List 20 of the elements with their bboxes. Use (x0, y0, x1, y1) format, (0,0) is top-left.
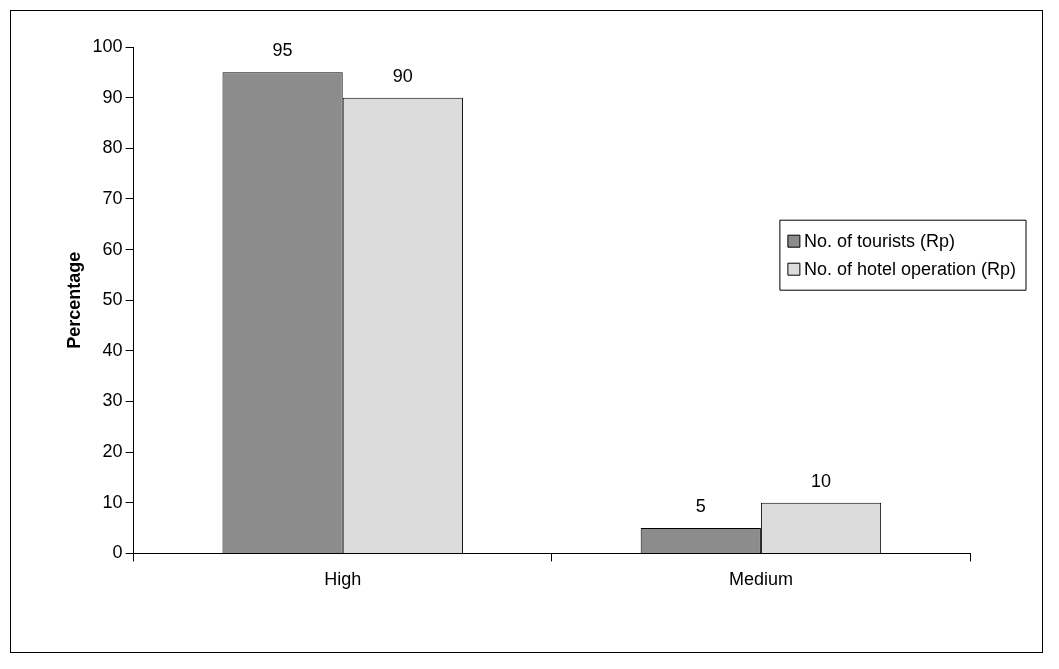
data-label: 95 (272, 40, 293, 61)
y-tick-label: 30 (102, 390, 123, 411)
legend-label: No. of tourists (Rp) (803, 231, 955, 252)
x-tick-label: Medium (728, 569, 793, 590)
x-tick-label: High (324, 569, 362, 590)
data-label: 5 (695, 496, 706, 517)
y-tick-label: 60 (102, 238, 123, 259)
y-tick-label: 20 (102, 441, 123, 462)
y-tick-label: 80 (102, 137, 123, 158)
y-tick-label: 90 (102, 86, 123, 107)
y-tick-label: 100 (92, 35, 123, 56)
legend-label: No. of hotel operation (Rp) (803, 259, 1017, 280)
y-tick-label: 50 (102, 289, 123, 310)
data-label: 90 (392, 65, 413, 86)
y-tick-label: 0 (112, 542, 123, 563)
data-label: 10 (811, 470, 832, 491)
y-tick-label: 70 (102, 187, 123, 208)
y-axis-title: Percentage (63, 251, 84, 349)
y-tick-label: 10 (102, 491, 123, 512)
y-tick-label: 40 (102, 339, 123, 360)
